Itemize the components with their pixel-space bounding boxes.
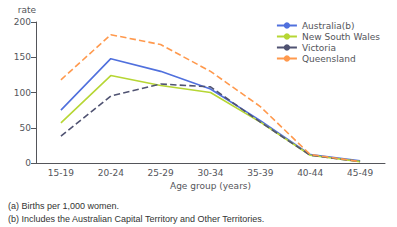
svg-text:(b) Includes the Australian Ca: (b) Includes the Australian Capital Terr… — [8, 214, 264, 224]
svg-text:50: 50 — [20, 123, 32, 133]
svg-text:Queensland: Queensland — [302, 54, 356, 64]
svg-text:15-19: 15-19 — [48, 168, 74, 178]
svg-text:200: 200 — [14, 17, 31, 27]
svg-text:(a) Births per 1,000 women.: (a) Births per 1,000 women. — [8, 201, 119, 211]
svg-text:rate: rate — [18, 5, 37, 15]
svg-text:25-29: 25-29 — [148, 168, 174, 178]
svg-text:100: 100 — [14, 88, 31, 98]
svg-text:40-44: 40-44 — [297, 168, 323, 178]
svg-text:New South Wales: New South Wales — [302, 32, 380, 42]
svg-text:150: 150 — [14, 52, 31, 62]
svg-text:Age group (years): Age group (years) — [170, 181, 251, 191]
svg-text:20-24: 20-24 — [98, 168, 124, 178]
svg-text:30-34: 30-34 — [197, 168, 223, 178]
svg-text:Australia(b): Australia(b) — [302, 21, 355, 31]
svg-text:35-39: 35-39 — [247, 168, 273, 178]
svg-text:45-49: 45-49 — [347, 168, 373, 178]
svg-text:0: 0 — [25, 158, 31, 168]
svg-text:Victoria: Victoria — [302, 43, 336, 53]
